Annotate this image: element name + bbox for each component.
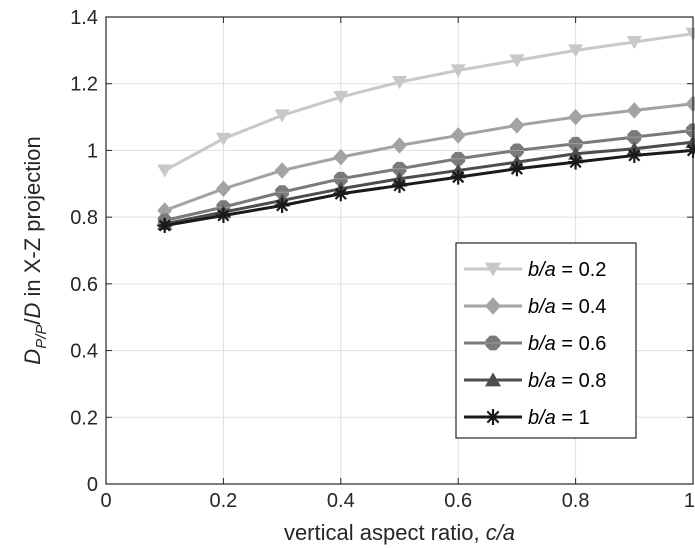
legend-label: b/a = 0.2 [528,259,606,281]
data-point [626,147,642,163]
legend-label: b/a = 0.4 [528,296,606,318]
data-point [274,185,290,200]
data-point [509,161,525,177]
legend: b/a = 0.2b/a = 0.4b/a = 0.6b/a = 0.8b/a … [455,242,637,439]
y-tick-label: 0.4 [70,341,98,363]
y-axis-label-d2: D [20,302,45,318]
data-point [392,137,407,154]
legend-label: b/a = 0.8 [528,370,606,392]
legend-entry: b/a = 0.4 [464,296,606,318]
data-point [274,197,290,213]
y-axis-label: DP/P/D in X-Z projection [20,136,50,364]
legend-label-variable: b/a [528,296,556,318]
x-tick-label: 0.8 [562,490,590,512]
legend-label: b/a = 1 [528,407,590,429]
y-tick-label: 0.6 [70,274,98,296]
legend-entry: b/a = 0.8 [464,370,606,392]
legend-marker [485,297,501,315]
series-line [164,102,694,212]
y-tick-label: 1 [87,140,98,162]
tick-labels: 0 0.2 0.4 0.6 0.8 1 0 0.2 0.4 0.6 0.8 1 1.2 1.4 [70,7,695,512]
data-point [450,127,466,144]
data-point [509,54,525,68]
series-line [164,128,694,222]
legend-marker [485,262,501,277]
legend-label-value: = 1 [556,407,590,429]
legend-marker [485,335,501,351]
data-point [568,108,584,126]
legend-label: b/a = 0.6 [528,333,606,355]
legend-label-value: = 0.8 [556,370,607,392]
series-line [164,140,694,226]
x-tick-label: 0 [100,490,111,512]
data-point [274,162,290,179]
legend-label-variable: b/a [528,333,556,355]
legend-label-variable: b/a [528,407,556,429]
legend-label-value: = 0.4 [556,296,607,318]
x-axis-label: vertical aspect ratio, c/a [284,520,515,545]
data-point [333,148,349,166]
data-point [215,180,231,198]
data-point [568,136,584,151]
data-point [450,151,466,166]
legend-label-variable: b/a [528,370,556,392]
y-axis-label-slash: / [20,318,45,325]
legend-label-variable: b/a [528,259,556,281]
series-line [164,148,694,227]
y-tick-label: 1.4 [70,7,98,29]
data-point [333,186,349,202]
data-point [626,102,642,119]
data-point [157,217,173,233]
legend-marker [485,372,501,387]
data-point [215,207,231,223]
x-tick-label: 1 [684,490,695,512]
legend-marker [485,409,501,425]
x-axis-label-variable: c/a [486,520,515,545]
y-tick-label: 0.2 [70,407,98,429]
legend-entry: b/a = 0.2 [464,259,606,281]
data-point [215,132,231,146]
axis-ticks [105,16,694,485]
data-point [509,143,525,158]
data-point [450,169,466,185]
x-axis-label-prefix: vertical aspect ratio, [284,520,486,545]
data-point [509,117,525,134]
series-line [163,32,694,172]
data-point [333,91,349,105]
data-point [568,44,584,58]
series-3 [157,123,695,228]
legend-entry: b/a = 1 [464,407,590,429]
y-tick-label: 0 [87,474,98,496]
data-point [392,161,407,176]
data-point [568,146,584,160]
legend-entry: b/a = 0.6 [464,333,606,355]
data-point [392,177,407,193]
y-axis-label-subscript: P/P [33,325,50,349]
legend-label-value: = 0.6 [556,333,607,355]
y-axis-label-rest: in X-Z projection [20,136,45,302]
series-1 [157,27,695,178]
data-point [333,171,349,186]
y-tick-label: 0.8 [70,207,98,229]
data-point [626,36,642,50]
data-point [274,109,290,123]
y-axis-label-d1: D [20,349,45,365]
data-point [392,76,407,90]
axes-box [105,16,694,485]
data-point [450,64,466,78]
x-tick-label: 0.6 [444,490,472,512]
y-tick-label: 1.2 [70,74,98,96]
x-tick-label: 0.2 [209,490,237,512]
legend-label-value: = 0.2 [556,259,607,281]
data-point [157,164,173,178]
data-point [626,130,642,145]
x-tick-label: 0.4 [327,490,355,512]
data-point [568,154,584,170]
